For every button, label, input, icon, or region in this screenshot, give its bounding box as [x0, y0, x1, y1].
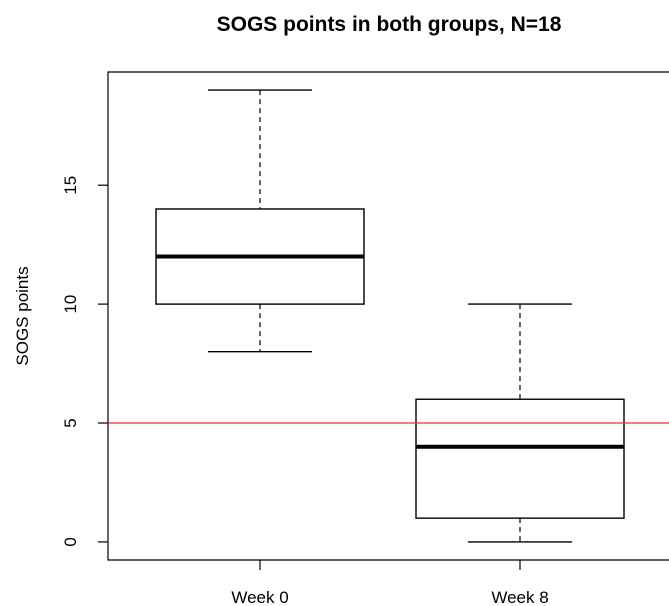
- y-tick-label: 10: [61, 295, 80, 314]
- y-tick-label: 0: [61, 537, 80, 546]
- plot-area: 0 5 10 15 Week 0 Week 8: [61, 71, 669, 606]
- y-tick-label: 5: [61, 418, 80, 427]
- y-tick-label: 15: [61, 176, 80, 195]
- iqr-box: [415, 398, 625, 519]
- box-week-0: [155, 89, 365, 353]
- y-axis-label: SOGS points: [13, 266, 32, 365]
- x-tick-label: Week 8: [491, 588, 548, 606]
- x-tick-label: Week 0: [231, 588, 288, 606]
- box-week-8: [415, 303, 625, 543]
- chart-title: SOGS points in both groups, N=18: [217, 13, 562, 36]
- plot-frame: [107, 71, 669, 561]
